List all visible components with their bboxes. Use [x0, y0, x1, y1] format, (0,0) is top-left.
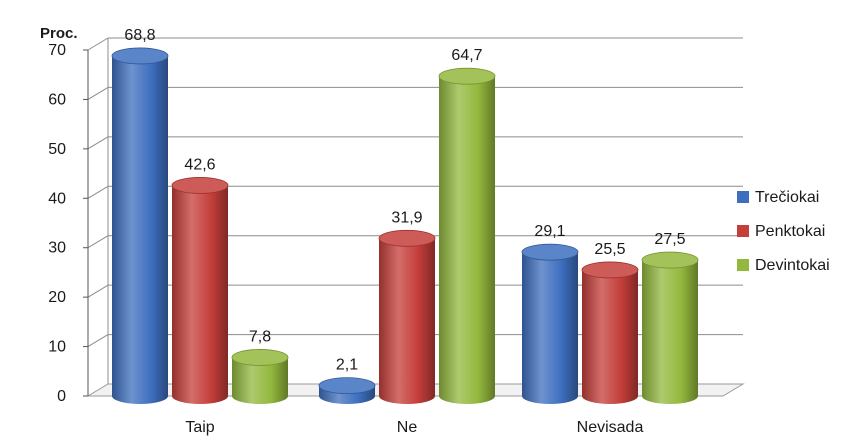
- bar-body: [582, 269, 638, 404]
- bar-nevisada-3: [641, 251, 699, 404]
- gridline-side: [87, 86, 109, 100]
- x-tick-label: Ne: [397, 419, 418, 436]
- bar-body: [642, 260, 698, 404]
- y-tick-label: 60: [48, 91, 66, 108]
- bar-top: [641, 251, 699, 269]
- data-label: 42,6: [184, 156, 215, 173]
- bar-layer: [111, 47, 699, 404]
- bar-nevisada-1: [521, 243, 579, 404]
- label-layer: 68,8 42,6 7,8 2,1 31,9 64,7 29,1 25,5 27,5: [124, 27, 685, 374]
- gridline-side: [87, 37, 109, 51]
- data-label: 27,5: [654, 231, 685, 248]
- bar-ne-2: [378, 229, 436, 404]
- bar-body: [439, 76, 495, 404]
- bar-body: [172, 185, 228, 404]
- bar-nevisada-2: [581, 261, 639, 404]
- bar-top: [521, 243, 579, 261]
- bar-body: [522, 252, 578, 404]
- y-tick-label: 0: [57, 388, 66, 405]
- bar-body: [112, 55, 168, 404]
- x-tick-label: Nevisada: [577, 419, 644, 436]
- legend-label: Penktokai: [755, 223, 825, 240]
- bar-top: [318, 377, 376, 395]
- y-tick-label: 50: [48, 141, 66, 158]
- data-label: 25,5: [594, 241, 625, 258]
- bar-body: [379, 238, 435, 404]
- data-label: 29,1: [534, 223, 565, 240]
- y-tick-label: 10: [48, 339, 66, 356]
- bar-ne-1: [318, 377, 376, 404]
- gridline-side: [87, 334, 109, 348]
- legend-swatch: [737, 225, 749, 237]
- data-label: 31,9: [391, 209, 422, 226]
- y-tick-label: 40: [48, 190, 66, 207]
- bar-body: [232, 357, 288, 404]
- bar-taip-1: [111, 47, 169, 404]
- bar-top: [378, 229, 436, 247]
- y-tick-label: 70: [48, 42, 66, 59]
- legend-swatch: [737, 191, 749, 203]
- data-label: 2,1: [336, 357, 358, 374]
- legend-label: Trečiokai: [755, 189, 819, 206]
- data-label: 7,8: [249, 328, 271, 345]
- y-axis-label: Proc.: [40, 25, 78, 42]
- bar-taip-2: [171, 177, 229, 404]
- bar-top: [231, 349, 289, 366]
- gridline-side: [87, 235, 109, 249]
- gridline-side: [87, 185, 109, 199]
- bar-top: [111, 47, 169, 65]
- legend-swatch: [737, 259, 749, 271]
- y-tick-label: 30: [48, 240, 66, 257]
- data-label: 68,8: [124, 27, 155, 44]
- legend: Trečiokai Penktokai Devintokai: [737, 189, 830, 274]
- bar-top: [438, 67, 496, 85]
- bar-top: [581, 261, 639, 279]
- y-tick-label: 20: [48, 289, 66, 306]
- legend-label: Devintokai: [755, 257, 830, 274]
- data-label: 64,7: [451, 47, 482, 64]
- gridline-side: [87, 136, 109, 150]
- bar-top: [171, 177, 229, 194]
- gridline-side: [87, 284, 109, 298]
- bar-taip-3: [231, 349, 289, 404]
- x-tick-label: Taip: [185, 419, 214, 436]
- bar-ne-3: [438, 67, 496, 404]
